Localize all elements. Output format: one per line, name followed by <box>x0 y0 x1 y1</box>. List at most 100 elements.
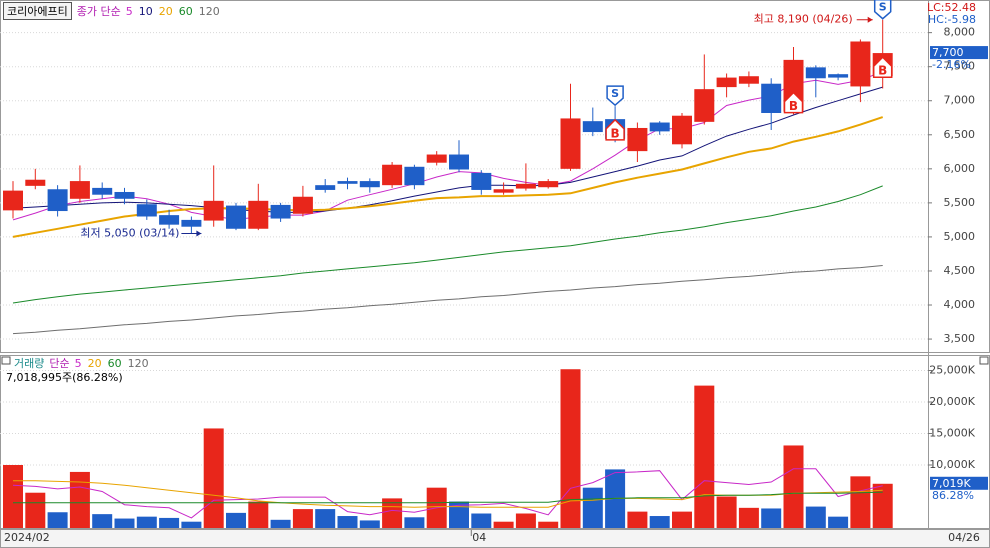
y-tick-label: 7,000 <box>944 94 976 107</box>
legend-prefix: 종가 단순 <box>76 5 121 18</box>
candle-body <box>359 181 380 188</box>
volume-summary: 7,018,995주(86.28%) <box>6 371 123 384</box>
candle-body <box>25 179 46 186</box>
volume-bar <box>627 511 648 528</box>
sell-signal: S <box>879 1 887 14</box>
volume-bar <box>738 507 759 528</box>
candle-body <box>292 196 313 214</box>
candle-body <box>114 191 135 199</box>
buy-signal: B <box>611 126 620 140</box>
volume-bar <box>538 521 559 528</box>
candle-body <box>694 89 715 122</box>
volume-bar <box>449 501 469 528</box>
panel-button[interactable] <box>1 356 11 365</box>
sell-signal-box <box>873 0 892 20</box>
buy-signal-box <box>872 56 893 78</box>
candle-body <box>136 204 157 217</box>
candle-body <box>471 172 492 190</box>
change-label: -2.16% <box>932 58 971 71</box>
panel-button[interactable] <box>979 356 989 365</box>
volume-bar <box>382 498 403 528</box>
y-tick-label: 3,500 <box>944 332 976 345</box>
buy-signal: B <box>789 99 798 113</box>
candle-body <box>515 183 536 189</box>
volume-bar <box>136 516 157 528</box>
hc-label: HC:-5.98 <box>928 13 976 26</box>
y-tick-label: 20,000K <box>929 395 975 408</box>
volume-bar <box>649 516 670 528</box>
candle-body <box>850 41 871 87</box>
volume-bar <box>226 512 246 528</box>
moving-average-line <box>12 86 883 213</box>
y-tick-label: 6,500 <box>944 128 976 141</box>
candle-body <box>560 118 581 169</box>
x-tick-label: 2024/02 <box>4 531 50 544</box>
volume-bar <box>203 428 224 528</box>
volume-bar <box>672 511 692 528</box>
time-axis <box>0 529 990 548</box>
candle-body <box>159 215 180 225</box>
buy-signal: B <box>878 64 887 78</box>
volume-bar <box>92 514 113 528</box>
legend-prefix: 단순 <box>49 357 70 370</box>
legend-entry: 120 <box>198 4 220 18</box>
high-arrow-head <box>867 16 873 23</box>
volume-bar <box>761 508 782 528</box>
legend-entry: 60 <box>178 4 193 18</box>
legend-entry: 5 <box>74 356 82 370</box>
high-note: 최고 8,190 (04/26) <box>754 13 853 26</box>
candle-body <box>69 181 90 199</box>
volume-panel <box>0 355 990 529</box>
legend-entry: 20 <box>87 356 102 370</box>
volume-bar <box>560 369 581 528</box>
candle-body <box>382 164 403 186</box>
legend-entry: 120 <box>127 356 149 370</box>
candle-body <box>805 67 826 79</box>
candle-body <box>226 205 246 229</box>
candle-body <box>426 154 447 163</box>
moving-average-line <box>12 185 883 304</box>
volume-bar <box>159 517 180 528</box>
y-tick-label: 10,000K <box>929 458 975 471</box>
candle-body <box>828 74 849 78</box>
sell-signal-box <box>606 85 624 107</box>
candle-body <box>716 77 737 88</box>
ratio-label: 86.28% <box>932 489 974 502</box>
candle-body <box>404 166 425 186</box>
volume-bar <box>850 476 871 528</box>
stock-name[interactable]: 코리아에프티 <box>3 2 72 20</box>
y-tick-label: 25,000K <box>929 363 975 376</box>
candle-body <box>181 219 202 227</box>
candle-body <box>582 121 603 133</box>
lc-label: LC:52.48 <box>927 1 976 14</box>
moving-average-line <box>12 71 883 221</box>
candle-body <box>270 204 291 219</box>
legend-entry: 20 <box>158 4 173 18</box>
volume-bar <box>471 513 492 528</box>
y-tick-label: 4,500 <box>944 264 976 277</box>
last-price-label-bg <box>930 46 988 60</box>
volume-title: 거래량 <box>14 357 45 370</box>
volume-bar <box>47 512 68 528</box>
volume-bar <box>181 521 202 528</box>
candle-body <box>493 189 514 193</box>
candle-body <box>315 185 336 190</box>
candle-body <box>248 200 269 229</box>
candle-body <box>47 189 68 212</box>
buy-signal-box <box>783 91 804 114</box>
candle-body <box>92 187 113 195</box>
volume-bar <box>716 496 737 528</box>
candle-body <box>649 122 670 132</box>
moving-average-line <box>12 265 883 335</box>
volume-bar <box>25 492 46 528</box>
volume-bar <box>292 509 313 528</box>
volume-bar <box>114 518 135 528</box>
candle-body <box>337 181 358 184</box>
volume-bar <box>3 464 23 528</box>
candle-body <box>627 127 648 152</box>
moving-average-line <box>12 116 884 238</box>
candle-body <box>672 115 692 145</box>
volume-bar <box>404 517 425 528</box>
